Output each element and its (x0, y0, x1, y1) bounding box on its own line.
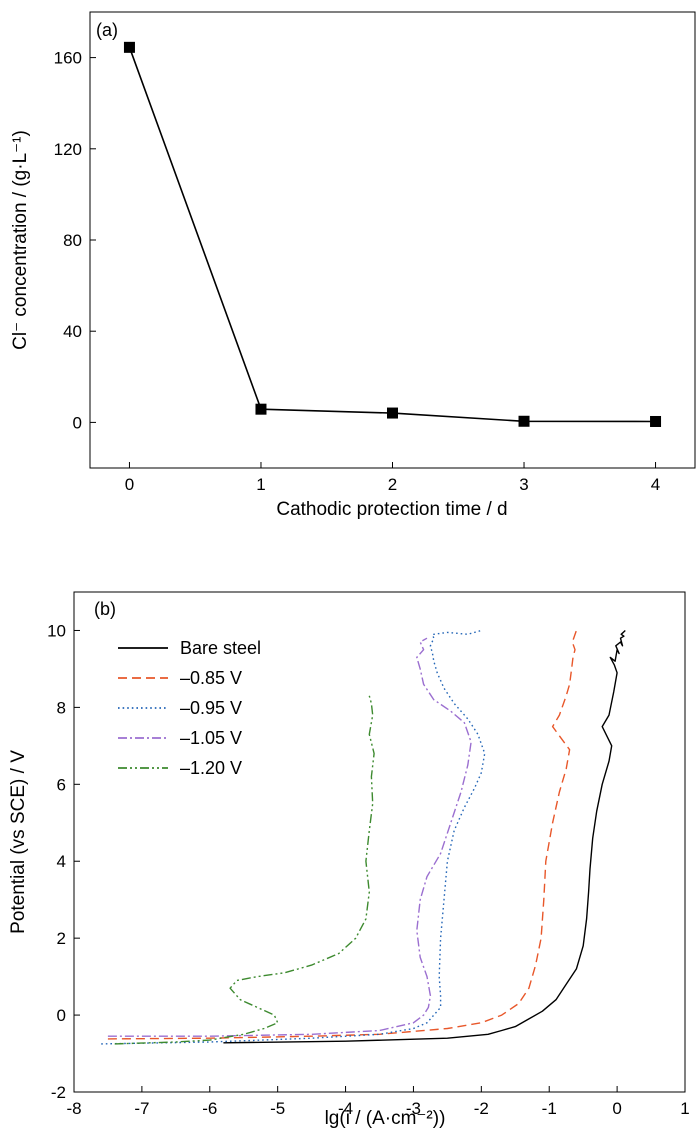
x-tick-label: 1 (256, 475, 265, 494)
x-tick-label: -8 (66, 1099, 81, 1118)
panel-b-y-axis-label: Potential (vs SCE) / V (8, 750, 29, 934)
panel-a: (a) Cathodic protection time / d Cl⁻ con… (10, 11, 696, 520)
panel-a-plot-frame (89, 11, 696, 469)
x-tick-label: -1 (542, 1099, 557, 1118)
x-tick-label: 0 (125, 475, 134, 494)
y-tick-label: -2 (51, 1083, 66, 1102)
x-tick-label: -3 (406, 1099, 421, 1118)
y-tick-label: 0 (73, 413, 82, 432)
panel-b-plot-frame (73, 591, 686, 1093)
panel-a-x-axis-label: Cathodic protection time / d (276, 499, 507, 520)
y-tick-label: 10 (47, 621, 66, 640)
panel-a-label: (a) (96, 20, 118, 40)
panel-b-ticks: -8 -7 -6 -5 -4 -3 -2 -1 0 1 -2 0 2 4 6 8 10 (47, 621, 690, 1118)
x-tick-label: 0 (612, 1099, 621, 1118)
data-point (650, 415, 662, 427)
panel-b-x-axis-label: lg(i / (A·cm⁻²)) (325, 1108, 446, 1129)
y-tick-label: 0 (57, 1006, 66, 1025)
legend-entry-0: Bare steel (180, 638, 261, 658)
x-tick-label: 2 (388, 475, 397, 494)
x-tick-label: 4 (651, 475, 660, 494)
data-point (518, 415, 530, 427)
panel-b-legend: Bare steel –0.85 V –0.95 V –1.05 V –1.20 V (118, 638, 261, 778)
series-line-3 (107, 637, 472, 1037)
y-tick-label: 2 (57, 929, 66, 948)
panel-b-series (101, 629, 626, 1045)
series-line-1 (107, 630, 578, 1040)
y-tick-label: 80 (63, 231, 82, 250)
panel-b-label: (b) (94, 599, 116, 619)
legend-entry-1: –0.85 V (180, 668, 242, 688)
data-point (387, 407, 398, 419)
x-tick-label: -7 (134, 1099, 149, 1118)
y-tick-label: 6 (57, 775, 66, 794)
data-point (123, 41, 135, 53)
panel-b: (b) lg(i / (A·cm⁻²)) Potential (vs SCE) … (8, 591, 690, 1129)
y-tick-label: 120 (54, 140, 82, 159)
x-tick-label: -5 (270, 1099, 285, 1118)
series-line-0 (223, 629, 626, 1044)
y-tick-label: 4 (57, 852, 66, 871)
series-line-4 (114, 695, 375, 1045)
legend-entry-4: –1.20 V (180, 758, 242, 778)
legend-entry-2: –0.95 V (180, 698, 242, 718)
x-tick-label: -2 (474, 1099, 489, 1118)
y-tick-label: 8 (57, 698, 66, 717)
x-tick-label: -6 (202, 1099, 217, 1118)
series-line-2 (101, 629, 486, 1045)
panel-a-y-axis-label: Cl⁻ concentration / (g·L⁻¹) (10, 130, 31, 350)
panel-a-series (123, 41, 662, 427)
legend-entry-3: –1.05 V (180, 728, 242, 748)
x-tick-label: 3 (519, 475, 528, 494)
x-tick-label: -4 (338, 1099, 353, 1118)
x-tick-label: 1 (680, 1099, 689, 1118)
series-line-0 (128, 47, 656, 423)
y-tick-label: 40 (63, 322, 82, 341)
y-tick-label: 160 (54, 49, 82, 68)
data-point (255, 403, 267, 415)
